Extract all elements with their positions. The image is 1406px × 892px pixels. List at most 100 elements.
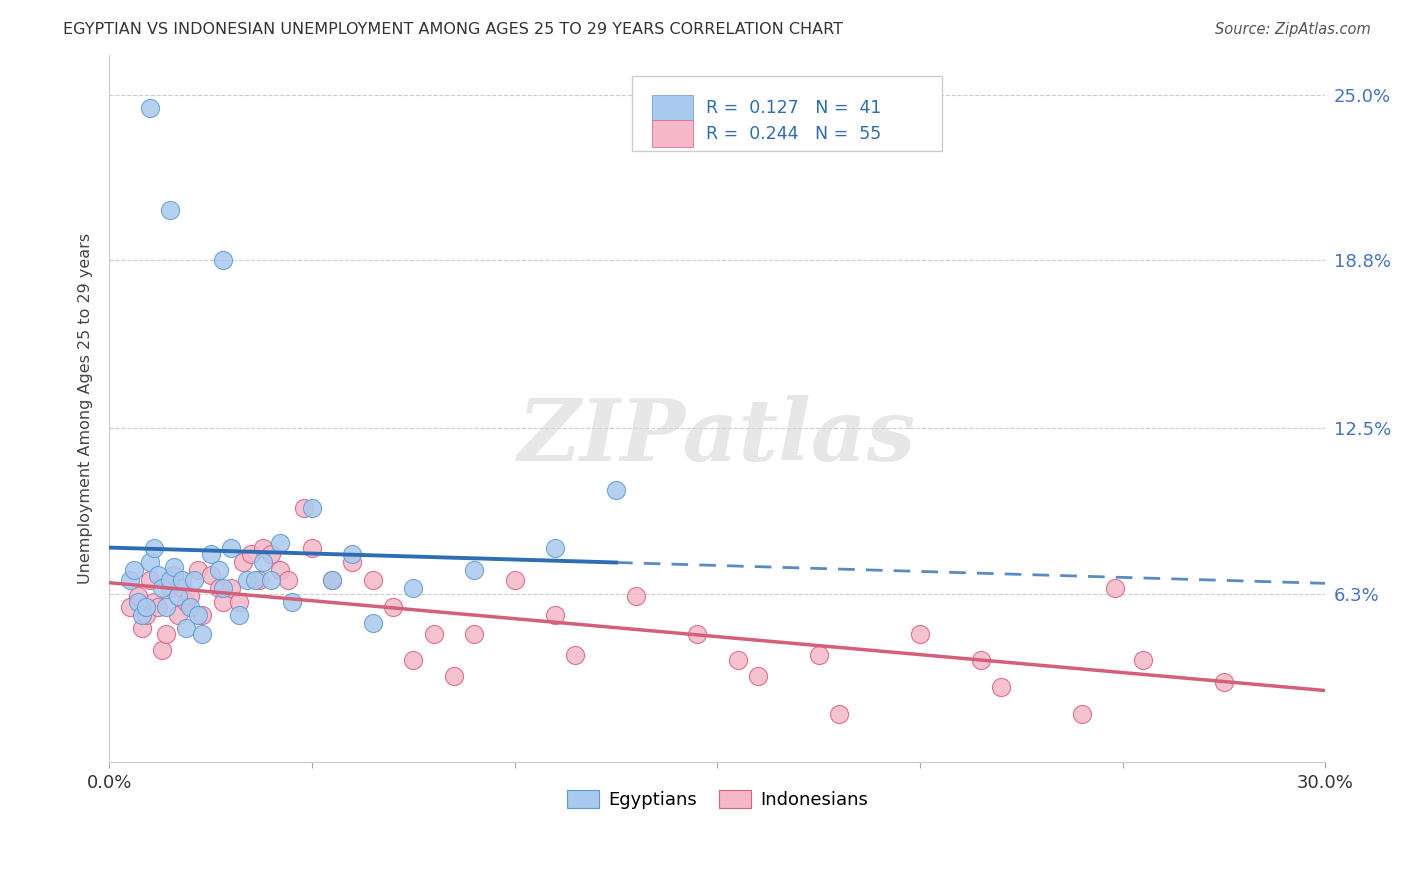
Point <box>280 595 302 609</box>
FancyBboxPatch shape <box>651 120 693 147</box>
Point <box>219 541 242 556</box>
Point <box>150 582 173 596</box>
Point <box>159 574 181 588</box>
Point <box>361 574 384 588</box>
Point <box>292 501 315 516</box>
Point <box>321 574 343 588</box>
Point <box>269 563 291 577</box>
Point <box>131 622 153 636</box>
Point <box>131 608 153 623</box>
Point <box>463 627 485 641</box>
Point <box>163 568 186 582</box>
Point <box>301 541 323 556</box>
Point <box>342 555 364 569</box>
Point <box>727 653 749 667</box>
Point <box>179 590 201 604</box>
Point <box>174 595 197 609</box>
Text: ZIPatlas: ZIPatlas <box>519 395 917 478</box>
Point <box>252 541 274 556</box>
Point <box>807 648 830 662</box>
Point <box>208 582 231 596</box>
Point <box>219 582 242 596</box>
Point <box>1132 653 1154 667</box>
Point <box>172 574 194 588</box>
Point <box>970 653 993 667</box>
Point <box>443 669 465 683</box>
Point <box>260 574 283 588</box>
Point <box>135 600 157 615</box>
Point <box>150 642 173 657</box>
Point <box>163 560 186 574</box>
Point <box>828 706 851 721</box>
Point <box>402 582 425 596</box>
Point <box>127 595 149 609</box>
FancyBboxPatch shape <box>633 77 942 151</box>
Point <box>544 608 567 623</box>
FancyBboxPatch shape <box>651 95 693 121</box>
Point <box>159 202 181 217</box>
Point <box>174 622 197 636</box>
Point <box>605 483 627 497</box>
Point <box>159 582 181 596</box>
Text: Source: ZipAtlas.com: Source: ZipAtlas.com <box>1215 22 1371 37</box>
Point <box>172 582 194 596</box>
Point <box>236 574 259 588</box>
Point <box>118 600 141 615</box>
Point <box>139 102 162 116</box>
Point <box>361 616 384 631</box>
Point <box>402 653 425 667</box>
Point <box>247 574 270 588</box>
Point <box>191 627 214 641</box>
Point <box>155 600 177 615</box>
Point <box>142 595 165 609</box>
Point <box>908 627 931 641</box>
Point <box>135 608 157 623</box>
Point <box>127 590 149 604</box>
Point <box>240 547 263 561</box>
Text: R =  0.127   N =  41: R = 0.127 N = 41 <box>706 99 882 117</box>
Point <box>183 574 205 588</box>
Point <box>626 590 648 604</box>
Point <box>277 574 299 588</box>
Point <box>208 563 231 577</box>
Point <box>211 582 233 596</box>
Point <box>211 253 233 268</box>
Point <box>118 574 141 588</box>
Point <box>564 648 586 662</box>
Point <box>142 541 165 556</box>
Point <box>990 680 1012 694</box>
Point <box>200 547 222 561</box>
Point <box>228 608 250 623</box>
Point <box>139 555 162 569</box>
Point <box>321 574 343 588</box>
Text: EGYPTIAN VS INDONESIAN UNEMPLOYMENT AMONG AGES 25 TO 29 YEARS CORRELATION CHART: EGYPTIAN VS INDONESIAN UNEMPLOYMENT AMON… <box>63 22 844 37</box>
Point <box>747 669 769 683</box>
Point <box>191 608 214 623</box>
Point <box>155 627 177 641</box>
Point <box>232 555 254 569</box>
Point <box>301 501 323 516</box>
Point <box>179 600 201 615</box>
Point <box>544 541 567 556</box>
Point <box>1071 706 1094 721</box>
Point <box>1213 674 1236 689</box>
Point <box>252 555 274 569</box>
Point <box>200 568 222 582</box>
Point <box>503 574 526 588</box>
Point <box>139 574 162 588</box>
Text: R =  0.244   N =  55: R = 0.244 N = 55 <box>706 125 882 143</box>
Legend: Egyptians, Indonesians: Egyptians, Indonesians <box>560 782 875 816</box>
Point <box>187 563 209 577</box>
Point <box>167 590 190 604</box>
Point <box>211 595 233 609</box>
Point <box>1104 582 1126 596</box>
Point <box>146 568 169 582</box>
Point <box>187 608 209 623</box>
Point <box>342 547 364 561</box>
Point <box>463 563 485 577</box>
Point <box>422 627 444 641</box>
Point <box>382 600 405 615</box>
Point <box>167 608 190 623</box>
Point <box>269 536 291 550</box>
Point <box>686 627 709 641</box>
